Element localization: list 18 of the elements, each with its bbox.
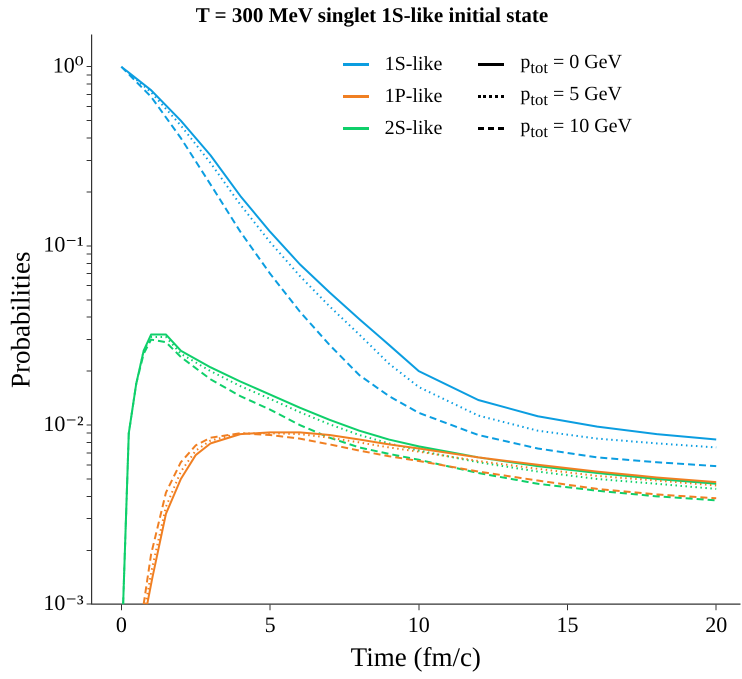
x-tick-label: 0 (116, 612, 127, 638)
x-tick-label: 10 (408, 612, 430, 638)
legend-label: 1S-like (384, 52, 442, 76)
legend-label: p$_{tot}$ = 10 GeV (520, 114, 632, 142)
x-tick-label: 15 (556, 612, 578, 638)
x-tick-label: 5 (264, 612, 276, 638)
y-axis-title: Probabilities (5, 251, 36, 388)
legend-label: 2S-like (384, 116, 442, 140)
x-axis-title: Time (fm/c) (350, 642, 481, 672)
y-tick-label: 10⁻³ (43, 590, 84, 615)
legend-label: p$_{tot}$ = 0 GeV (520, 50, 622, 78)
x-tick-label: 20 (705, 612, 728, 638)
y-tick-label: 10⁰ (52, 52, 84, 78)
chart-title: T = 300 MeV singlet 1S-like initial state (196, 3, 548, 28)
legend-label: 1P-like (384, 84, 442, 108)
y-tick-label: 10⁻² (43, 410, 84, 436)
y-tick-label: 10⁻¹ (43, 232, 84, 257)
legend-label: p$_{tot}$ = 5 GeV (520, 82, 622, 110)
